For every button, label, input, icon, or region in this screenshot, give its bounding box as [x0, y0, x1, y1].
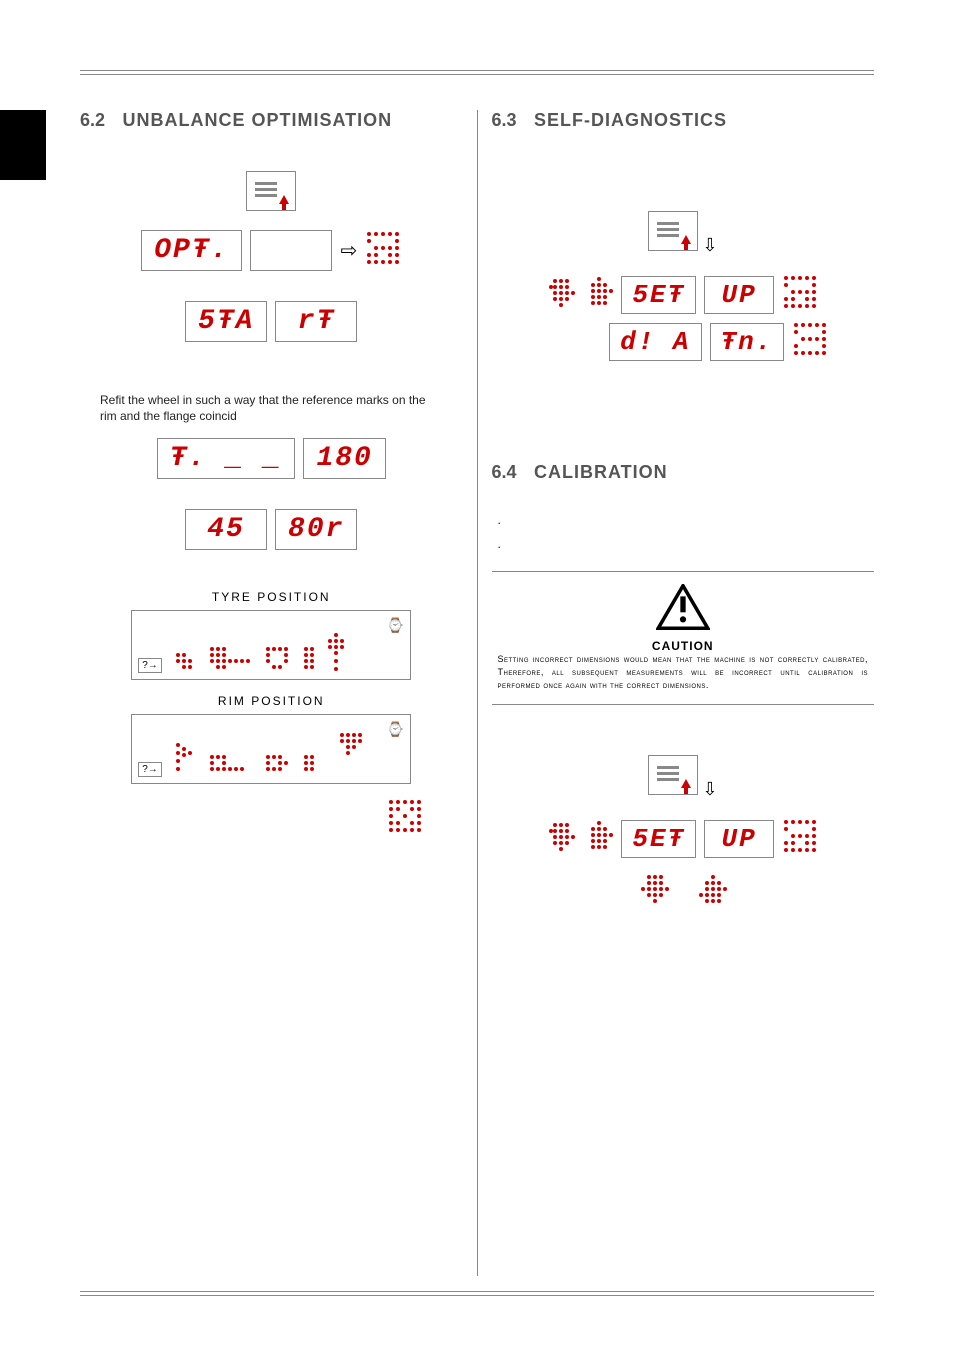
dot-grid-icon [697, 873, 727, 914]
segment-display: UP [704, 276, 774, 314]
top-rule-2 [80, 74, 874, 75]
display-opt: OPŦ. ⇨ [80, 230, 463, 271]
section-title: SELF-DIAGNOSTICS [534, 110, 727, 130]
caution-text: Setting incorrect dimensions would mean … [492, 653, 875, 692]
display-c-180: Ŧ. _ _ 180 [80, 438, 463, 479]
top-rule [80, 70, 874, 71]
rule [492, 704, 875, 705]
segment-display: 45 [185, 509, 267, 550]
columns: 6.2 UNBALANCE OPTIMISATION OPŦ. ⇨ [80, 110, 874, 1276]
tyre-position-block: TYRE POSITION ?→ ⌚ RIM POSITION [80, 590, 463, 839]
section-number: 6.3 [492, 110, 530, 131]
dot-grid-icon [585, 275, 613, 314]
left-column: 6.2 UNBALANCE OPTIMISATION OPŦ. ⇨ [80, 110, 463, 1276]
menu-icon [648, 755, 698, 795]
help-icon: ?→ [138, 658, 162, 673]
down-arrow-icon: ⇩ [702, 235, 717, 256]
bullet-item: . [498, 537, 875, 551]
menu-icon [246, 171, 296, 211]
display-sta-rt: 5ŦA rŦ [80, 301, 463, 342]
segment-display: rŦ [275, 301, 357, 342]
dot-grid-icon [365, 230, 401, 271]
help-icon: ?→ [138, 762, 162, 777]
dot-grid-icon [792, 321, 828, 362]
display-dia-gn: d! A Ŧn. [492, 321, 875, 362]
segment-display: 180 [303, 438, 385, 479]
right-column: 6.3 SELF-DIAGNOSTICS ⇩ [492, 110, 875, 1276]
segment-display: 5EŦ [621, 276, 696, 314]
display-set-up-cal: 5EŦ UP [492, 818, 875, 859]
down-arrow-icon: ⇩ [702, 779, 717, 800]
tyre-position-box: ?→ ⌚ [131, 610, 411, 680]
paragraph: Refit the wheel in such a way that the r… [100, 392, 443, 424]
caution-block: CAUTION Setting incorrect dimensions wou… [492, 584, 875, 692]
segment-display: Ŧn. [710, 323, 785, 361]
figure-cal: ⇩ [492, 755, 875, 804]
dot-grid-icon [547, 277, 577, 312]
section-number: 6.4 [492, 462, 530, 483]
section-title: UNBALANCE OPTIMISATION [122, 110, 392, 130]
dot-grid-icon [80, 798, 463, 839]
dot-grid-icon [782, 274, 818, 315]
segment-display: d! A [609, 323, 701, 361]
warning-icon [656, 584, 710, 630]
section-number: 6.2 [80, 110, 118, 131]
bottom-rule [80, 1291, 874, 1292]
right-arrow-icon: ⇨ [340, 238, 357, 263]
bullet-item: . [498, 513, 875, 527]
bottom-rule-2 [80, 1295, 874, 1296]
clock-icon: ⌚ [387, 721, 404, 738]
display-set-up: 5EŦ UP [492, 274, 875, 315]
segment-display: 80r [275, 509, 357, 550]
section-heading: 6.3 SELF-DIAGNOSTICS [492, 110, 875, 131]
column-divider [477, 110, 478, 1276]
section-heading: 6.4 CALIBRATION [492, 462, 875, 483]
dot-pattern [172, 729, 370, 775]
segment-display: 5ŦA [185, 301, 267, 342]
clock-icon: ⌚ [387, 617, 404, 634]
page: 6.2 UNBALANCE OPTIMISATION OPŦ. ⇨ [80, 70, 874, 1296]
display-45-80r: 45 80r [80, 509, 463, 550]
segment-display: 5EŦ [621, 820, 696, 858]
dot-grid-icon [585, 819, 613, 858]
rim-position-label: RIM POSITION [80, 694, 463, 708]
dot-grid-icon [782, 818, 818, 859]
dot-grid-icon [547, 821, 577, 856]
dot-grid-pair [492, 873, 875, 914]
bullet-list: . . [498, 513, 875, 551]
segment-display: OPŦ. [141, 230, 242, 271]
rim-position-box: ?→ ⌚ [131, 714, 411, 784]
figure-opt [80, 171, 463, 216]
dot-grid-icon [639, 873, 673, 914]
segment-display-blank [250, 230, 332, 271]
section-title: CALIBRATION [534, 462, 668, 482]
tyre-position-label: TYRE POSITION [80, 590, 463, 604]
menu-icon [648, 211, 698, 251]
segment-display: Ŧ. _ _ [157, 438, 296, 479]
side-tab [0, 110, 46, 180]
caution-label: CAUTION [492, 639, 875, 653]
section-heading: 6.2 UNBALANCE OPTIMISATION [80, 110, 463, 131]
segment-display: UP [704, 820, 774, 858]
figure-diag: ⇩ [492, 211, 875, 260]
rule [492, 571, 875, 572]
dot-pattern [172, 625, 370, 671]
